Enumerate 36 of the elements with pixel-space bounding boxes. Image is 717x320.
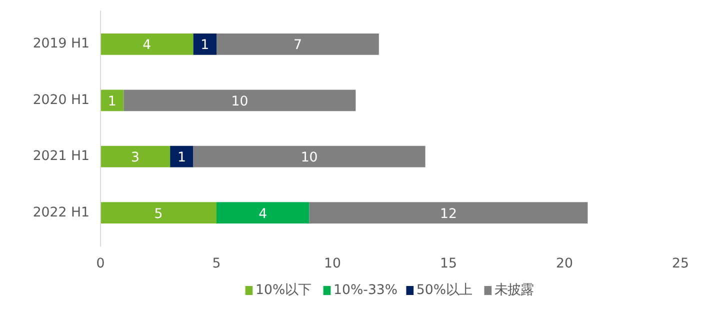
bar	[100, 34, 194, 55]
legend-label: 10%以下	[256, 283, 312, 298]
data-label: 5	[154, 206, 163, 222]
data-label: 3	[131, 150, 140, 166]
bar	[309, 202, 588, 224]
x-tick-label: 15	[440, 256, 457, 272]
x-tick-label: 5	[212, 256, 221, 272]
bar	[193, 34, 216, 55]
bar	[100, 202, 216, 224]
data-label: 1	[177, 150, 186, 166]
bar	[216, 34, 379, 55]
data-label: 4	[142, 38, 152, 54]
bar	[124, 90, 356, 112]
data-label: 7	[293, 38, 302, 54]
data-label: 12	[440, 206, 457, 222]
legend-label: 未披露	[494, 283, 534, 298]
data-label: 4	[258, 206, 268, 222]
y-tick-label: 2022 H1	[32, 205, 90, 220]
y-tick-label: 2019 H1	[32, 36, 90, 52]
data-label: 1	[108, 94, 116, 110]
bar	[216, 202, 310, 224]
data-label: 10	[300, 150, 318, 166]
bar	[100, 90, 124, 112]
bar	[193, 146, 426, 168]
bar	[100, 146, 170, 168]
x-tick-label: 25	[672, 256, 689, 272]
x-tick-label: 0	[96, 256, 105, 272]
legend-label: 10%-33%	[334, 283, 398, 298]
data-label: 10	[231, 94, 248, 110]
y-tick-label: 2020 H1	[32, 92, 90, 108]
x-tick-label: 20	[556, 256, 573, 272]
x-tick-label: 10	[324, 256, 341, 272]
bar	[170, 146, 194, 168]
data-label: 1	[200, 38, 210, 54]
legend-label: 50%以上	[416, 283, 472, 298]
y-tick-label: 2021 H1	[32, 149, 90, 164]
